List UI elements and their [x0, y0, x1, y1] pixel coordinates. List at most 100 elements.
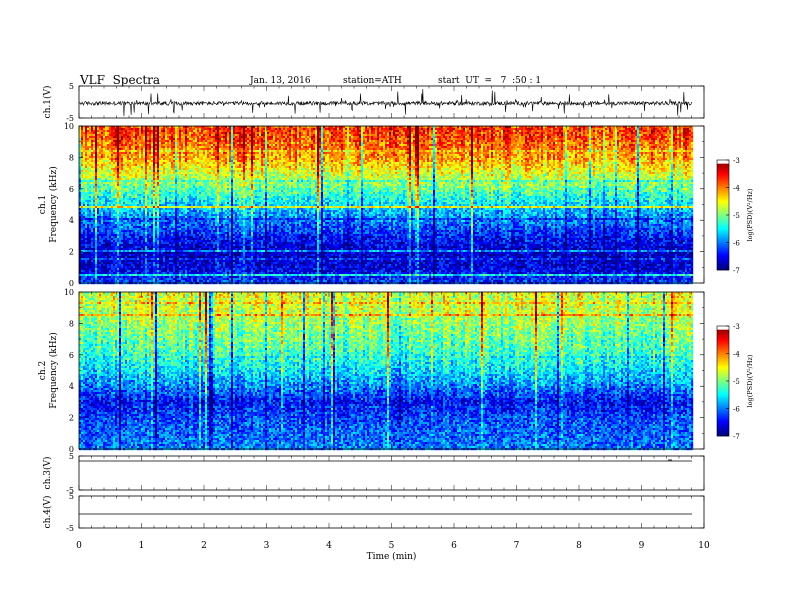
spectrogram-cell	[151, 232, 154, 235]
spectrogram-cell	[115, 192, 118, 195]
spectrogram-cell	[107, 258, 110, 261]
spectrogram-cell	[107, 204, 110, 207]
spectrogram-cell	[167, 164, 170, 167]
spectrogram-cell	[155, 208, 158, 211]
spectrogram-cell	[119, 214, 122, 217]
spectrogram-cell	[85, 200, 88, 203]
spectrogram-cell	[179, 138, 182, 141]
spectrogram-cell	[171, 172, 174, 175]
spectrogram-cell	[131, 266, 134, 269]
spectrogram-cell	[191, 232, 194, 235]
spectrogram-cell	[143, 198, 146, 201]
spectrogram-cell	[133, 250, 136, 253]
spectrogram-cell	[161, 256, 164, 259]
spectrogram-cell	[129, 188, 132, 191]
spectrogram-cell	[131, 218, 134, 221]
spectrogram-cell	[103, 170, 106, 173]
spectrogram-cell	[119, 128, 122, 131]
spectrogram-cell	[125, 184, 128, 187]
spectrogram-cell	[203, 152, 206, 155]
spectrogram-cell	[133, 130, 136, 133]
spectrogram-cell	[163, 250, 166, 253]
spectrogram-cell	[115, 222, 118, 225]
spectrogram-cell	[111, 208, 114, 211]
spectrogram-cell	[161, 162, 164, 165]
spectrogram-cell	[135, 152, 138, 155]
spectrogram-cell	[95, 188, 98, 191]
spectrogram-cell	[159, 168, 162, 171]
spectrogram-cell	[101, 258, 104, 261]
spectrogram-cell	[181, 220, 184, 223]
spectrogram-cell	[175, 248, 178, 251]
spectrogram-cell	[177, 278, 180, 281]
spectrogram-cell	[89, 130, 92, 133]
spectrogram-cell	[163, 252, 166, 255]
spectrogram-cell	[119, 180, 122, 183]
spectrogram-cell	[99, 280, 102, 283]
spectrogram-cell	[101, 136, 104, 139]
spectrogram-cell	[151, 220, 154, 223]
spectrogram-cell	[137, 196, 140, 199]
spectrogram-cell	[81, 266, 84, 269]
spectrogram-cell	[123, 204, 126, 207]
spectrogram-cell	[109, 248, 112, 251]
spectrogram-cell	[141, 236, 144, 239]
spectrogram-cell	[133, 144, 136, 147]
spectrogram-cell	[155, 168, 158, 171]
spectrogram-cell	[129, 256, 132, 259]
spectrogram-cell	[121, 172, 124, 175]
spectrogram-cell	[87, 244, 90, 247]
spectrogram-cell	[143, 178, 146, 181]
spectrogram-cell	[153, 258, 156, 261]
spectrogram-cell	[141, 264, 144, 267]
spectrogram-cell	[201, 162, 204, 165]
spectrogram-cell	[135, 242, 138, 245]
spectrogram-cell	[107, 174, 110, 177]
spectrogram-cell	[91, 150, 94, 153]
spectrogram-cell	[169, 134, 172, 137]
spectrogram-cell	[123, 264, 126, 267]
spectrogram-cell	[127, 128, 130, 131]
spectrogram-cell	[155, 252, 158, 255]
spectrogram-cell	[191, 210, 194, 213]
spectrogram-cell	[103, 278, 106, 281]
spectrogram-cell	[151, 162, 154, 165]
spectrogram-cell	[181, 208, 184, 211]
spectrogram-cell	[189, 266, 192, 269]
spectrogram-cell	[159, 248, 162, 251]
spectrogram-cell	[173, 218, 176, 221]
spectrogram-cell	[195, 178, 198, 181]
spectrogram-cell	[85, 190, 88, 193]
spectrogram-cell	[181, 176, 184, 179]
spectrogram-cell	[201, 264, 204, 267]
spectrogram-cell	[89, 164, 92, 167]
spectrogram-cell	[193, 210, 196, 213]
spectrogram-cell	[91, 262, 94, 265]
spectrogram-cell	[189, 280, 192, 283]
spectrogram-cell	[133, 208, 136, 211]
spectrogram-cell	[149, 202, 152, 205]
spectrogram-cell	[99, 222, 102, 225]
spectrogram-cell	[93, 206, 96, 209]
spectrogram-cell	[115, 258, 118, 261]
spectrogram-cell	[131, 244, 134, 247]
spectrogram-cell	[157, 132, 160, 135]
spectrogram-cell	[133, 240, 136, 243]
spectrogram-cell	[109, 246, 112, 249]
spectrogram-cell	[191, 192, 194, 195]
spectrogram-cell	[193, 138, 196, 141]
spectrogram-cell	[89, 234, 92, 237]
spectrogram-cell	[123, 184, 126, 187]
spectrogram-cell	[199, 216, 202, 219]
spectrogram-cell	[193, 272, 196, 275]
spectrogram-cell	[167, 270, 170, 273]
spectrogram-cell	[197, 200, 200, 203]
spectrogram-cell	[83, 170, 86, 173]
spectrogram-cell	[171, 192, 174, 195]
spectrogram-cell	[113, 258, 116, 261]
spectrogram-cell	[97, 140, 100, 143]
spectrogram-cell	[129, 206, 132, 209]
spectrogram-cell	[175, 238, 178, 241]
spectrogram-cell	[197, 280, 200, 283]
spectrogram-cell	[199, 160, 202, 163]
